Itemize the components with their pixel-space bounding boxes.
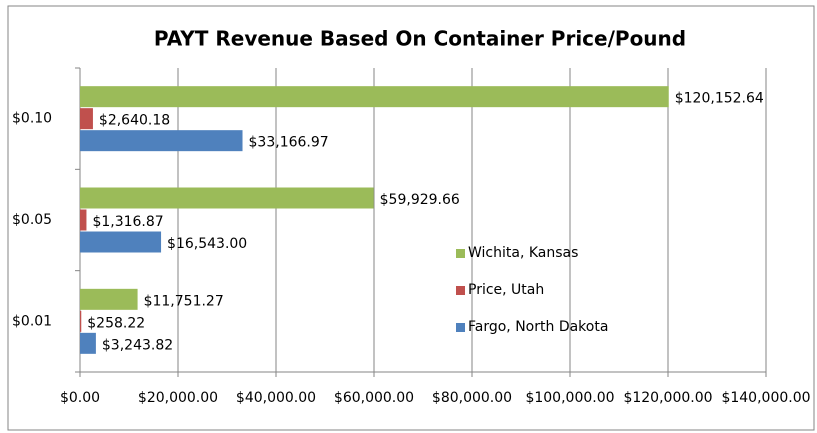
x-tick-label: $120,000.00 [623,390,712,406]
x-tick-label: $20,000.00 [138,390,218,406]
data-label: $11,751.27 [144,293,224,309]
legend-swatch [456,286,465,295]
x-tick-label: $40,000.00 [236,390,316,406]
y-tick-label: $0.10 [12,111,52,127]
bar [80,310,82,332]
data-label: $59,929.66 [380,192,460,208]
legend-swatch [456,323,465,332]
x-tick-label: $80,000.00 [432,390,512,406]
legend-label: Price, Utah [468,282,544,298]
legend-swatch [456,249,465,258]
y-tick-label: $0.01 [12,313,52,329]
bar [80,86,669,108]
legend-label: Wichita, Kansas [468,245,578,261]
bar [80,332,96,354]
chart-title: PAYT Revenue Based On Container Price/Po… [154,27,686,51]
data-label: $33,166.97 [249,135,329,151]
bar [80,231,162,253]
x-tick-label: $140,000.00 [721,390,810,406]
x-tick-label: $60,000.00 [334,390,414,406]
y-tick-label: $0.05 [12,212,52,228]
data-label: $1,316.87 [92,214,163,230]
data-label: $16,543.00 [167,236,247,252]
bar [80,288,138,310]
x-tick-label: $0.00 [60,390,100,406]
bar [80,108,93,130]
chart-border [7,5,815,431]
data-label: $2,640.18 [99,113,170,129]
legend-label: Fargo, North Dakota [468,319,608,335]
data-label: $3,243.82 [102,337,173,353]
bar [80,130,243,152]
data-label: $258.22 [87,315,145,331]
bar [80,187,374,209]
bar [80,209,87,231]
x-tick-label: $100,000.00 [525,390,614,406]
data-label: $120,152.64 [675,91,764,107]
